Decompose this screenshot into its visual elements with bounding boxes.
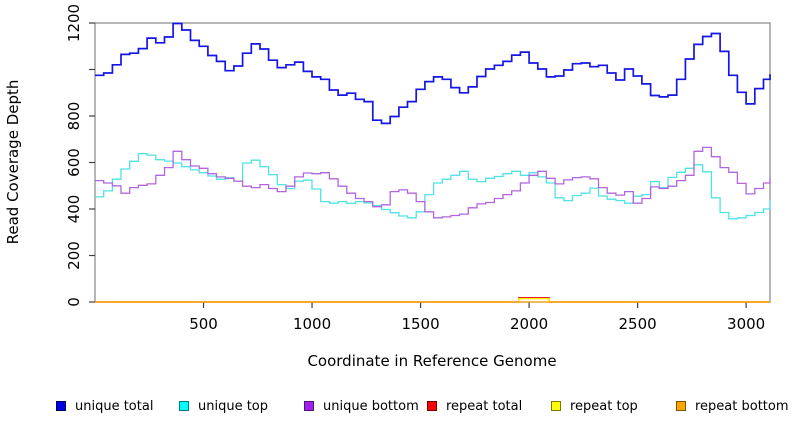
y-tick-label: 200 [65,241,83,270]
x-tick-label: 1000 [293,315,331,333]
repeat-bottom-swatch [676,401,686,411]
legend-item-unique-bottom: unique bottom [304,396,419,416]
unique-total-swatch [56,401,66,411]
repeat-total-swatch [427,401,437,411]
unique-top-swatch [179,401,189,411]
legend-label: unique total [75,398,154,414]
legend-item-unique-total: unique total [56,396,153,416]
legend-item-repeat-top: repeat top [551,396,638,416]
x-tick-label: 500 [189,315,218,333]
x-tick-label: 2000 [510,315,548,333]
y-tick-label: 1200 [65,4,83,42]
legend-label: repeat top [570,398,638,414]
legend-label: unique bottom [323,398,419,414]
series-line-unique-bottom [95,146,771,219]
y-tick-label: 400 [65,195,83,224]
legend-label: repeat bottom [695,398,789,414]
plot-area: 500 1000 1500 2000 2500 3000 0 200 400 600 800 1200 [65,4,771,333]
y-tick-label: 800 [65,102,83,131]
legend-item-unique-top: unique top [179,396,268,416]
x-axis-title: Coordinate in Reference Genome [307,352,557,370]
y-tick-label: 0 [65,297,83,307]
y-axis-title: Read Coverage Depth [4,79,22,245]
plot-box [94,22,771,303]
x-tick-label: 3000 [727,315,765,333]
y-tick-label: 600 [65,148,83,177]
x-tick-label: 2500 [619,315,657,333]
legend-item-repeat-bottom: repeat bottom [676,396,789,416]
legend-item-repeat-total: repeat total [427,396,522,416]
series-line-unique-total [95,22,771,125]
legend-label: unique top [198,398,269,414]
x-tick-label: 1500 [401,315,439,333]
unique-bottom-swatch [304,401,314,411]
repeat-top-swatch [551,401,561,411]
legend-label: repeat total [446,398,523,414]
legend: unique total unique top unique bottom re… [0,396,792,418]
